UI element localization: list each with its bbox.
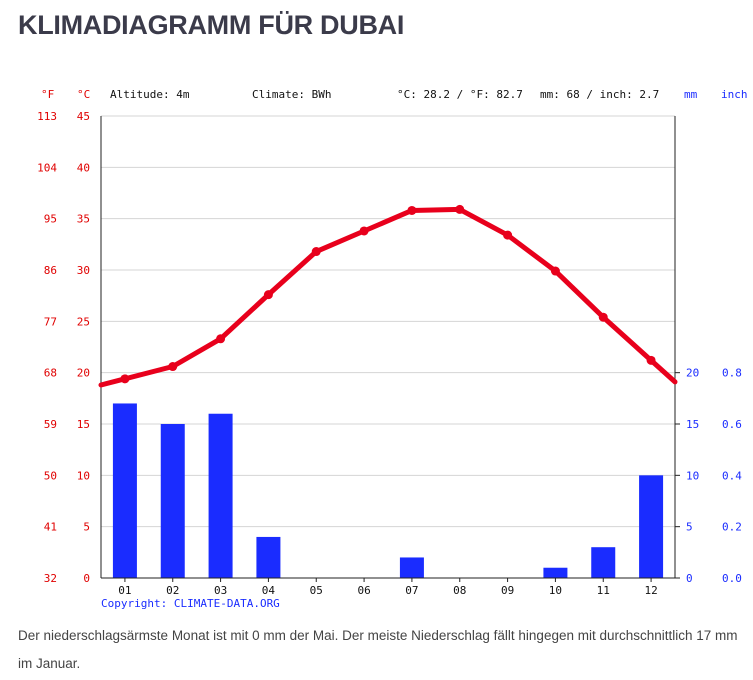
climate-label: Climate: BWh bbox=[252, 88, 331, 101]
tick-label-fahrenheit: 59 bbox=[44, 418, 57, 431]
tick-label-mm: 5 bbox=[686, 521, 693, 534]
precip-bar bbox=[208, 413, 233, 578]
tick-label-mm: 10 bbox=[686, 469, 699, 482]
month-label: 09 bbox=[501, 584, 514, 597]
tick-label-inch: 0.4 bbox=[722, 469, 742, 482]
tick-label-fahrenheit: 68 bbox=[44, 367, 57, 380]
temperature-point bbox=[216, 334, 226, 344]
temperature-point bbox=[311, 247, 321, 257]
tick-label-mm: 20 bbox=[686, 367, 699, 380]
unit-fahrenheit: °F bbox=[41, 88, 54, 101]
month-label: 10 bbox=[549, 584, 562, 597]
tick-label-celsius: 25 bbox=[77, 315, 90, 328]
tick-label-fahrenheit: 77 bbox=[44, 315, 57, 328]
month-label: 05 bbox=[310, 584, 323, 597]
tick-label-celsius: 0 bbox=[83, 572, 90, 585]
precip-bar bbox=[160, 424, 185, 578]
tick-label-inch: 0.2 bbox=[722, 521, 742, 534]
month-label: 08 bbox=[453, 584, 466, 597]
tick-label-celsius: 30 bbox=[77, 264, 90, 277]
axis-labels: 0325411050155920682577308635954010445113… bbox=[37, 110, 742, 597]
tick-label-fahrenheit: 113 bbox=[37, 110, 57, 123]
month-label: 04 bbox=[262, 584, 276, 597]
precip-bar bbox=[256, 536, 281, 578]
climate-chart: 0325411050155920682577308635954010445113… bbox=[37, 88, 748, 610]
month-label: 12 bbox=[644, 584, 657, 597]
tick-label-inch: 0.0 bbox=[722, 572, 742, 585]
tick-label-celsius: 20 bbox=[77, 367, 90, 380]
tick-label-fahrenheit: 104 bbox=[37, 161, 57, 174]
chart-axes bbox=[100, 116, 680, 582]
chart-caption: Der niederschlagsärmste Monat ist mit 0 … bbox=[18, 628, 738, 671]
temperature-point bbox=[646, 355, 656, 365]
tick-label-celsius: 40 bbox=[77, 161, 90, 174]
tick-label-fahrenheit: 50 bbox=[44, 469, 57, 482]
chart-header: °F °C Altitude: 4m Climate: BWh °C: 28.2… bbox=[41, 88, 748, 101]
precip-bar bbox=[543, 567, 568, 578]
month-label: 06 bbox=[357, 584, 370, 597]
tick-label-inch: 0.8 bbox=[722, 367, 742, 380]
unit-inch: inch bbox=[721, 88, 748, 101]
tick-label-fahrenheit: 41 bbox=[44, 521, 57, 534]
tick-label-fahrenheit: 32 bbox=[44, 572, 57, 585]
temperature-point bbox=[168, 362, 178, 372]
temperature-line-group bbox=[98, 204, 678, 388]
temperature-point bbox=[598, 312, 608, 322]
temp-summary: °C: 28.2 / °F: 82.7 bbox=[397, 88, 523, 101]
precip-bar bbox=[591, 547, 616, 578]
tick-label-celsius: 5 bbox=[83, 521, 90, 534]
temperature-point bbox=[455, 204, 465, 214]
gridlines bbox=[101, 115, 675, 528]
tick-label-inch: 0.6 bbox=[722, 418, 742, 431]
tick-label-mm: 15 bbox=[686, 418, 699, 431]
temperature-point bbox=[407, 205, 417, 215]
temperature-point bbox=[550, 266, 560, 276]
temperature-point bbox=[359, 226, 369, 236]
month-label: 01 bbox=[118, 584, 131, 597]
precipitation-bars bbox=[112, 403, 664, 578]
month-label: 03 bbox=[214, 584, 227, 597]
month-label: 11 bbox=[597, 584, 610, 597]
tick-label-celsius: 15 bbox=[77, 418, 90, 431]
copyright-label: Copyright: CLIMATE-DATA.ORG bbox=[101, 597, 280, 610]
tick-label-mm: 0 bbox=[686, 572, 693, 585]
temperature-point bbox=[503, 230, 513, 240]
page-title: KLIMADIAGRAMM FÜR DUBAI bbox=[18, 10, 405, 40]
precip-summary: mm: 68 / inch: 2.7 bbox=[540, 88, 659, 101]
precip-bar bbox=[112, 403, 137, 578]
tick-label-celsius: 45 bbox=[77, 110, 90, 123]
temperature-line bbox=[98, 206, 678, 388]
tick-label-fahrenheit: 86 bbox=[44, 264, 57, 277]
month-label: 02 bbox=[166, 584, 179, 597]
precip-bar bbox=[399, 557, 424, 578]
tick-label-celsius: 35 bbox=[77, 213, 90, 226]
temperature-point bbox=[263, 290, 273, 300]
precip-bar bbox=[639, 475, 664, 578]
temperature-point bbox=[120, 374, 130, 384]
month-label: 07 bbox=[405, 584, 418, 597]
altitude-label: Altitude: 4m bbox=[110, 88, 190, 101]
tick-label-fahrenheit: 95 bbox=[44, 213, 57, 226]
unit-celsius: °C bbox=[77, 88, 90, 101]
unit-mm: mm bbox=[684, 88, 698, 101]
tick-label-celsius: 10 bbox=[77, 469, 90, 482]
